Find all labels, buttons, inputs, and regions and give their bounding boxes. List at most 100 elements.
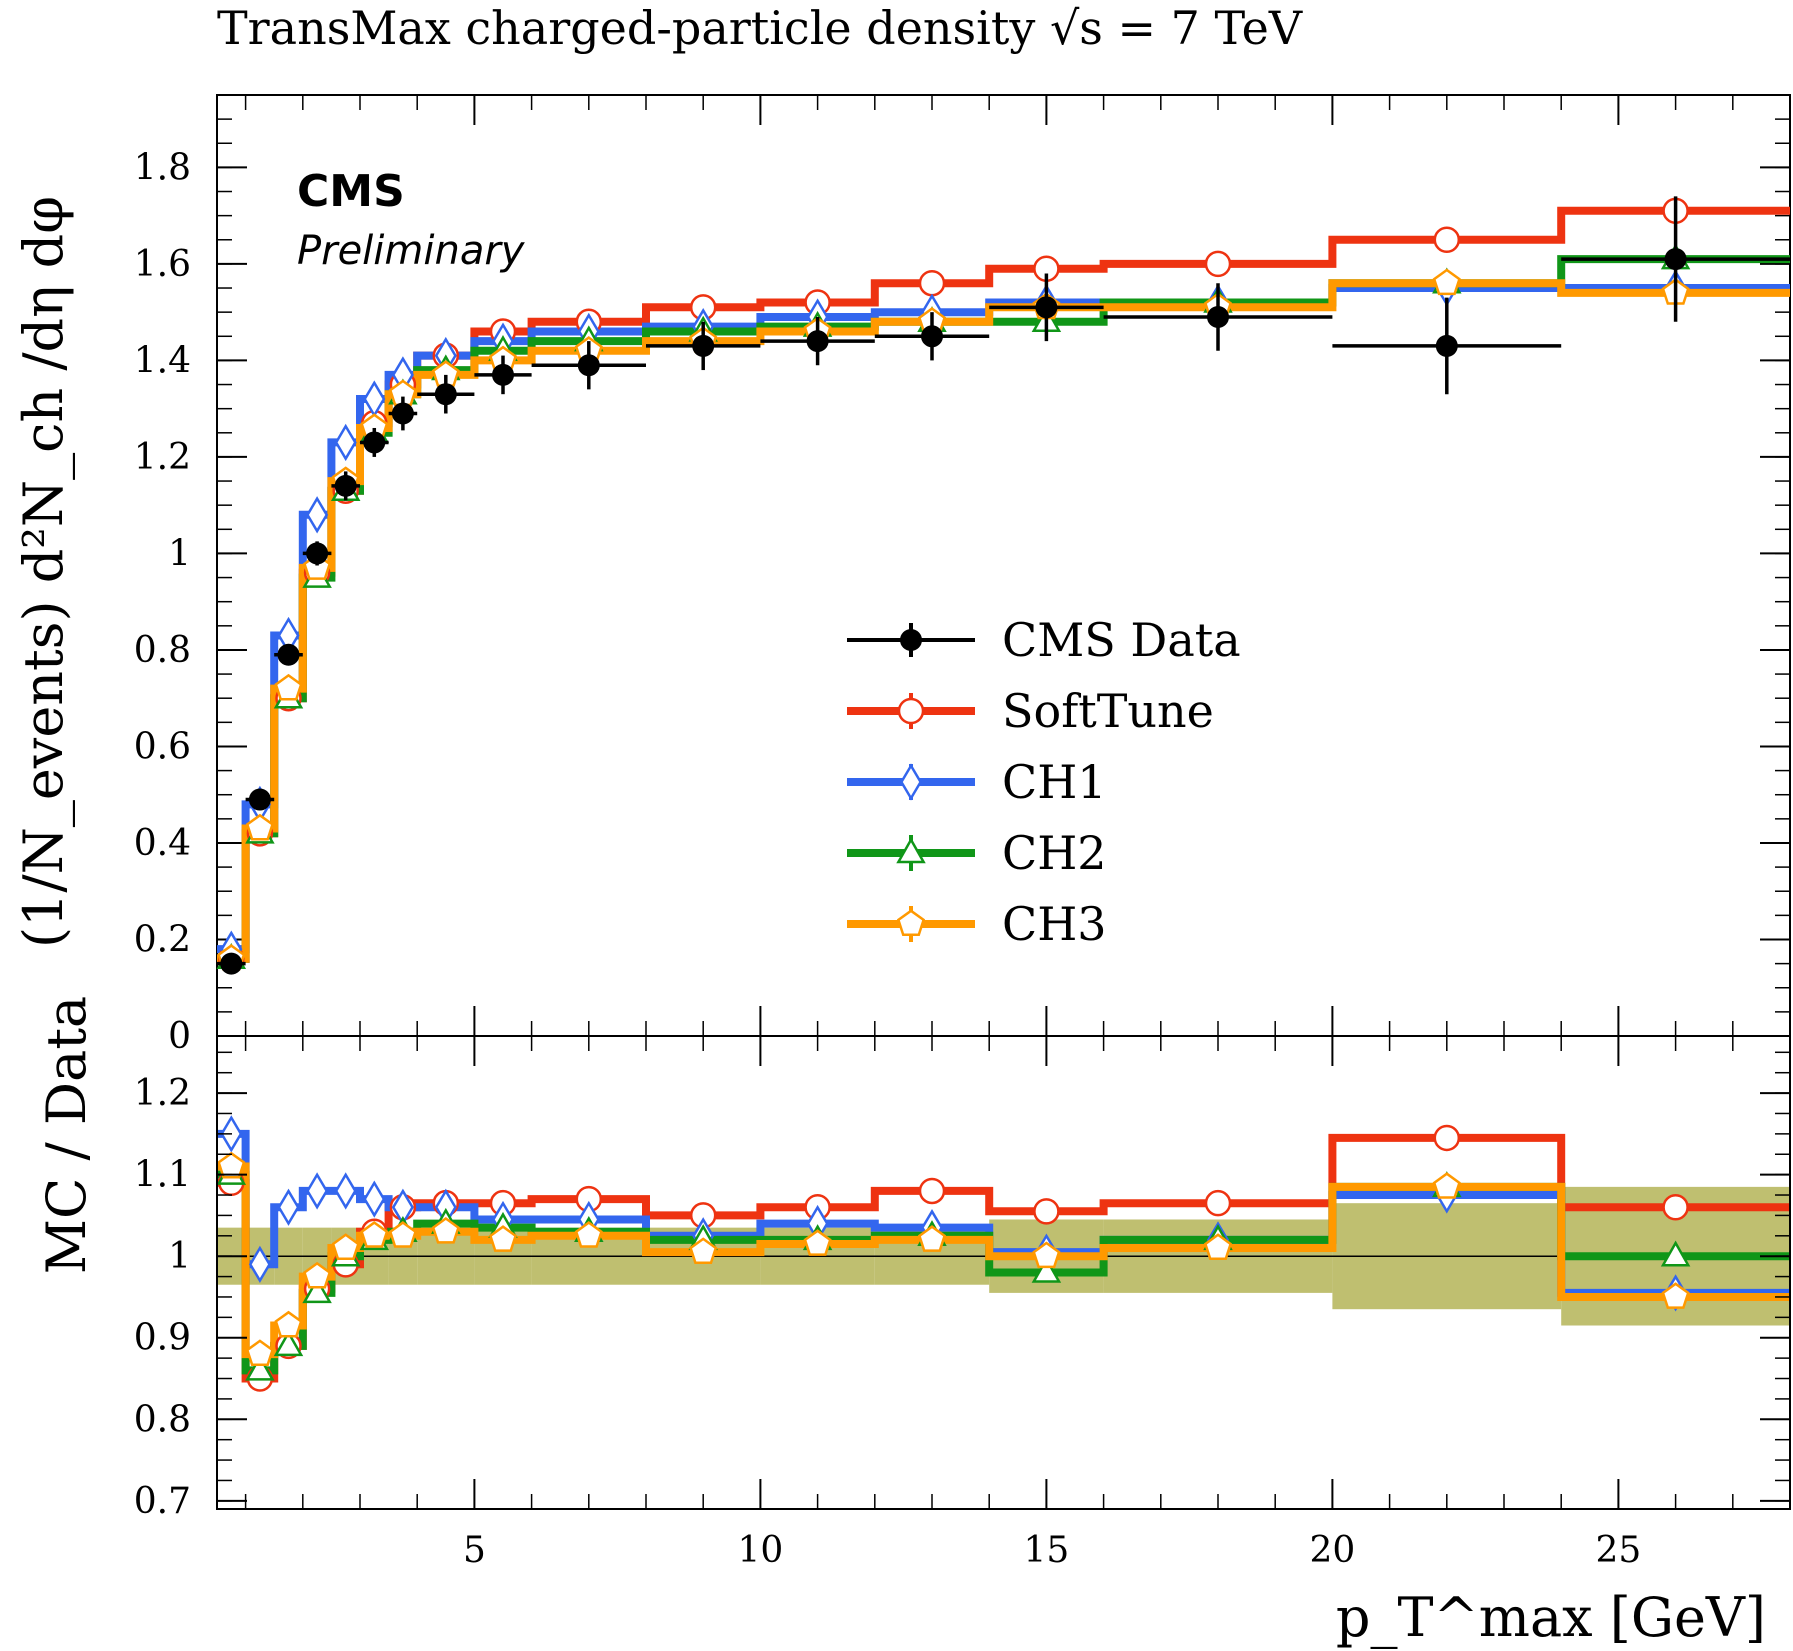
ratio-marker-ch2: [273, 1330, 304, 1357]
ratio-marker-softtune: [1433, 1124, 1461, 1152]
ratio-marker-ch3: [388, 1221, 417, 1248]
legend-marker-ch1: [899, 763, 923, 801]
ratio-marker-ch3: [574, 1221, 603, 1248]
xtick-label: 5: [463, 1530, 486, 1571]
main-ytick-label: 1: [168, 533, 191, 574]
data-point: [921, 325, 943, 348]
ratio-marker-ch3: [331, 1233, 360, 1260]
x-axis-label: p_T^max [GeV]: [1336, 1586, 1766, 1649]
data-point: [492, 363, 514, 386]
main-ylabel: (1/N_events) d²N_ch /dη dφ: [12, 196, 75, 948]
ratio-frame: [216, 1035, 1791, 1510]
main-ytick-label: 1.2: [134, 437, 191, 478]
xtick-label: 15: [1023, 1530, 1069, 1571]
ratio-marker-ch3: [488, 1225, 518, 1252]
ratio-marker-softtune: [1204, 1189, 1232, 1217]
ratio-marker-ch1: [334, 1172, 357, 1210]
ratio-marker-ch3: [917, 1225, 947, 1252]
ratio-ytick-label: 0.7: [134, 1481, 191, 1522]
data-point: [306, 542, 329, 565]
legend-marker-ch3: [896, 909, 926, 936]
main-plot-panel: 0 0.2 0.4 0.6 0.8 1 1.2 1.4 1.6 1.8: [134, 94, 1791, 1057]
ratio-marker-softtune: [1033, 1198, 1060, 1225]
ratio-marker-ch3: [274, 1310, 303, 1338]
ratio-marker-ch3: [689, 1237, 718, 1265]
legend-label: CH3: [1002, 897, 1107, 951]
ratio-ytick-label: 1: [168, 1236, 191, 1277]
ratio-marker-ch3: [360, 1221, 389, 1248]
xtick-label: 25: [1595, 1530, 1641, 1571]
main-marker-softtune: [918, 269, 946, 297]
legend-marker-ch2: [896, 837, 926, 864]
data-point: [248, 788, 271, 811]
data-point: [806, 330, 829, 353]
ratio-marker-ch3: [245, 1339, 274, 1366]
ratio-marker-softtune: [1662, 1194, 1689, 1221]
ratio-marker-ch3: [217, 1151, 246, 1179]
main-marker-softtune: [1433, 226, 1461, 254]
ratio-marker-ch1: [248, 1245, 271, 1283]
cms-label: CMS: [297, 166, 405, 217]
data-point: [434, 383, 457, 406]
ratio-marker-ch3: [1203, 1233, 1233, 1260]
preliminary-label: Preliminary: [297, 228, 526, 274]
main-ytick-label: 1.6: [134, 244, 191, 285]
ratio-ytick-label: 1.2: [134, 1073, 191, 1114]
ratio-marker-ch2: [1031, 1256, 1062, 1283]
main-marker-softtune: [1204, 250, 1232, 278]
ratio-marker-ch3: [1661, 1282, 1690, 1309]
main-ytick-label: 1.8: [134, 147, 191, 188]
main-ytick-label: 0.2: [134, 919, 191, 960]
legend-marker-data: [900, 629, 922, 651]
ratio-ylabel-group: MC / Data: [35, 996, 98, 1275]
data-point: [277, 643, 300, 666]
main-marker-ch1: [334, 423, 357, 462]
ratio-ytick-label: 0.9: [134, 1318, 191, 1359]
data-point: [1435, 334, 1458, 357]
main-ytick-label: 0: [168, 1016, 191, 1057]
main-marker-ch3: [1432, 268, 1461, 296]
ratio-plot-panel: 0.7 0.8 0.9 1 1.1 1.2 5 10 15 20 25: [134, 1035, 1791, 1571]
data-point: [391, 402, 414, 425]
ratio-marker-ch1: [277, 1188, 300, 1226]
ratio-ytick-label: 1.1: [134, 1155, 191, 1196]
legend-marker-softtune: [897, 697, 925, 725]
chart-title: TransMax charged-particle density √s = 7…: [217, 1, 1303, 55]
legend-label: CH2: [1002, 826, 1107, 880]
main-ylabel-group: (1/N_events) d²N_ch /dη dφ: [12, 196, 75, 948]
ratio-marker-ch2: [302, 1277, 332, 1304]
legend-label: SoftTune: [1002, 684, 1214, 738]
ratio-marker-softtune: [918, 1177, 946, 1205]
ratio-series-line-ch3: [217, 1162, 1790, 1359]
data-point: [692, 334, 715, 357]
legend-label: CMS Data: [1002, 613, 1241, 667]
main-marker-ch3: [274, 673, 303, 701]
ratio-marker-ch3: [1432, 1172, 1461, 1199]
ratio-ytick-label: 0.8: [134, 1399, 191, 1440]
main-ytick-label: 0.6: [134, 726, 191, 767]
ratio-marker-ch1: [306, 1172, 329, 1210]
ratio-marker-ch1: [363, 1180, 386, 1218]
main-marker-ch1: [306, 496, 329, 534]
data-point: [1207, 305, 1229, 328]
data-point: [363, 431, 386, 454]
data-point: [220, 952, 243, 975]
ratio-marker-ch3: [431, 1216, 460, 1244]
ratio-marker-ch3: [1032, 1241, 1061, 1269]
legend: CMS Data SoftTune CH1 CH2 CH3: [847, 613, 1241, 951]
ratio-marker-ch3: [303, 1261, 332, 1289]
main-ytick-label: 0.8: [134, 630, 191, 671]
xtick-label: 10: [737, 1530, 783, 1571]
ratio-ylabel: MC / Data: [35, 996, 98, 1275]
xtick-label: 20: [1309, 1530, 1355, 1571]
main-marker-ch1: [363, 380, 386, 418]
ratio-marker-ch2: [1660, 1240, 1691, 1267]
main-ytick-label: 1.4: [134, 340, 191, 381]
legend-label: CH1: [1002, 755, 1107, 809]
data-point: [334, 474, 357, 497]
ratio-marker-ch3: [803, 1229, 832, 1256]
data-point: [577, 354, 600, 377]
data-point: [1035, 296, 1058, 319]
main-ytick-label: 0.4: [134, 823, 191, 864]
